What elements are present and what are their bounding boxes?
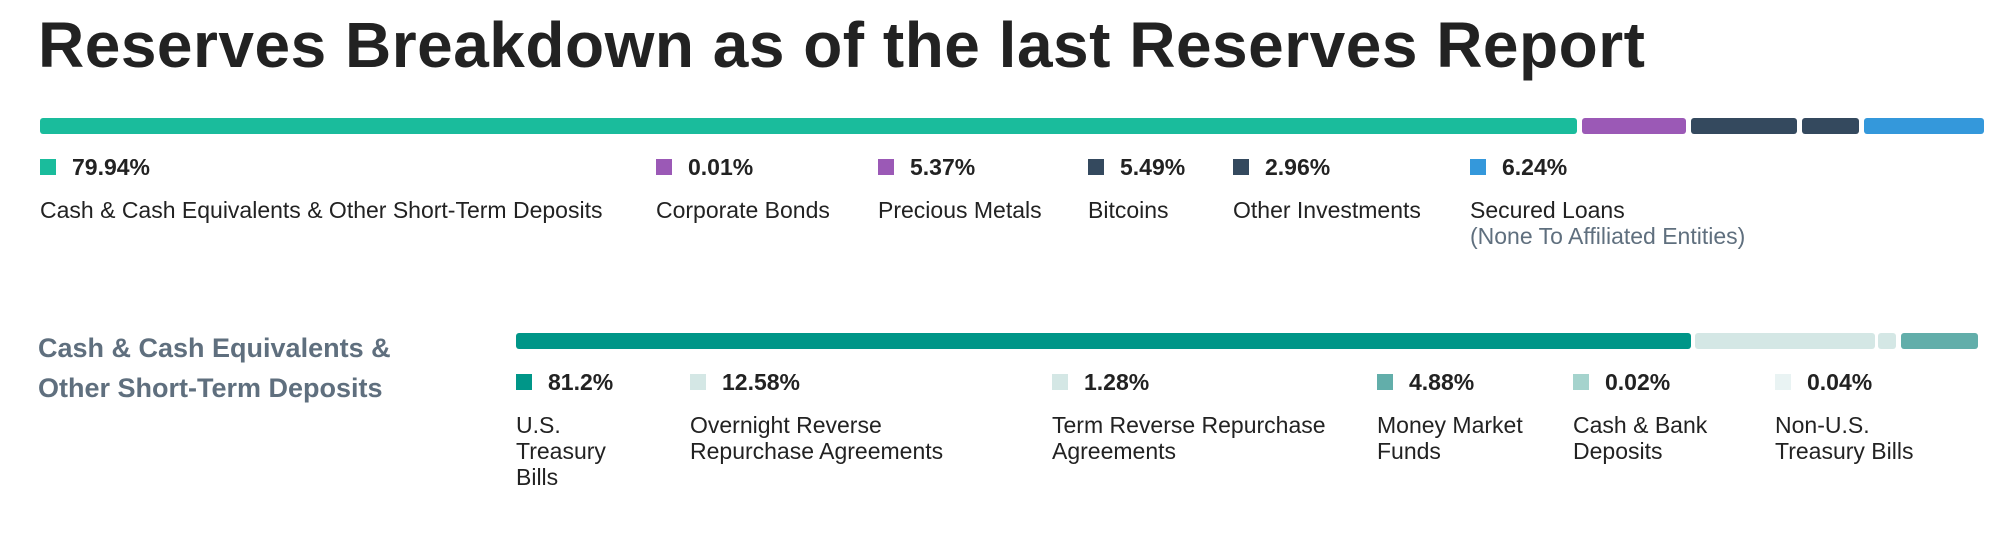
legend-label: Term Reverse Repurchase Agreements [1052,412,1352,464]
data-label: 6.24% [1502,154,1568,180]
data-label: 81.2% [548,369,614,395]
section-title: Cash & Cash Equivalents & Other Short-Te… [38,333,391,403]
bar-segment [1878,333,1896,349]
legend-label-text: Bitcoins [1088,197,1169,223]
legend-label-text: Cash & Cash Equivalents & Other Short-Te… [40,197,603,223]
legend-label-text: Money Market Funds [1377,412,1523,464]
reserves-stacked-bar [40,118,1984,134]
legend-label-text: Corporate Bonds [656,197,830,223]
data-label: 0.01% [688,154,754,180]
legend-swatch [656,159,672,175]
bar-segment [1901,333,1978,349]
data-label: 5.49% [1120,154,1186,180]
legend-label: Overnight Reverse Repurchase Agreements [690,412,990,464]
bar-segment [516,333,1691,349]
legend-label: Money Market Funds [1377,412,1547,464]
data-label: 5.37% [910,154,976,180]
legend-label: Cash & Cash Equivalents & Other Short-Te… [40,197,602,223]
legend-label-text: Cash & Bank Deposits [1573,412,1708,464]
legend-label: Non-U.S. Treasury Bills [1775,412,1945,464]
legend-label: Bitcoins [1088,197,1169,223]
legend-swatch [1470,159,1486,175]
bar-segment [1864,118,1984,134]
data-label: 2.96% [1265,154,1331,180]
data-label: 79.94% [72,154,151,180]
legend-label-text: Term Reverse Repurchase Agreements [1052,412,1326,464]
legend-label-text: Precious Metals [878,197,1042,223]
data-label: 12.58% [722,369,801,395]
legend-swatch [1233,159,1249,175]
legend-swatch [1088,159,1104,175]
legend-label-text: Secured Loans [1470,197,1625,223]
legend-label: Precious Metals [878,197,1042,223]
page-title: Reserves Breakdown as of the last Reserv… [38,9,1646,81]
data-label: 4.88% [1409,369,1475,395]
legend-swatch [1377,374,1393,390]
bar-segment [40,118,1577,134]
legend-label-text: Non-U.S. Treasury Bills [1775,412,1914,464]
bar-segment [1695,333,1875,349]
legend-swatch [516,374,532,390]
legend-swatch [1775,374,1791,390]
data-label: 1.28% [1084,369,1150,395]
legend-swatch [1052,374,1068,390]
data-label: 0.02% [1605,369,1671,395]
legend-label-text: U.S. Treasury Bills [516,412,606,490]
legend-label: U.S. Treasury Bills [516,412,626,490]
legend-sublabel: (None To Affiliated Entities) [1470,223,1746,249]
data-label: 0.04% [1807,369,1873,395]
legend-swatch [690,374,706,390]
legend-swatch [878,159,894,175]
cash-breakdown-stacked-bar [516,333,1978,349]
legend-swatch [40,159,56,175]
legend-label: Cash & Bank Deposits [1573,412,1743,464]
legend-label-text: Overnight Reverse Repurchase Agreements [690,412,944,464]
legend-swatch [1573,374,1589,390]
bar-segment [1802,118,1859,134]
bar-segment [1691,118,1797,134]
legend-label: Other Investments [1233,197,1421,223]
legend-label: Secured Loans (None To Affiliated Entitie… [1470,197,1745,249]
bar-segment [1582,118,1686,134]
legend-label: Corporate Bonds [656,197,830,223]
legend-label-text: Other Investments [1233,197,1421,223]
